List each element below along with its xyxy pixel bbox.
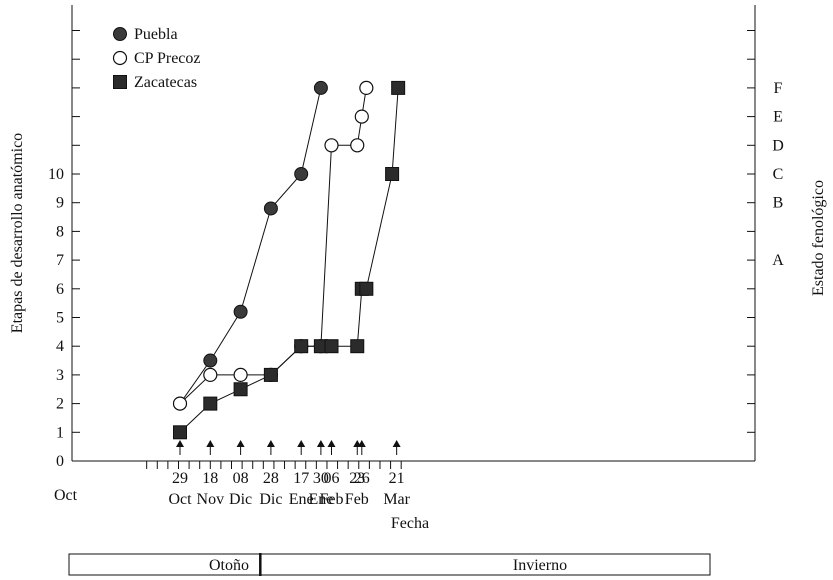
x-label-month: Feb (320, 491, 344, 508)
y-tick-label: 5 (56, 310, 64, 327)
season-bar: Otoño Invierno (68, 553, 711, 576)
right-tick-label: D (772, 137, 784, 154)
right-tick-label: C (773, 166, 784, 183)
data-point (113, 75, 127, 89)
legend-item: CP Precoz (112, 50, 201, 67)
legend-label: Zacatecas (134, 74, 197, 91)
x-label-month: Mar (383, 491, 410, 508)
sampling-arrow-head (206, 440, 215, 447)
data-point (324, 339, 339, 354)
plot-frame (71, 5, 756, 462)
x-label-month: Feb (345, 491, 369, 508)
y-ticks: 0 1 2 3 4 5 6 7 8 9 10 (48, 30, 755, 470)
legend-item: Zacatecas (113, 74, 197, 91)
x-label-month: Dic (229, 491, 252, 508)
series-puebla (173, 80, 328, 411)
season-bar-frame (68, 553, 711, 576)
legend: Puebla CP Precoz Zacatecas (112, 26, 201, 91)
sampling-arrow-head (316, 440, 325, 447)
x-label-month: Nov (197, 491, 225, 508)
data-point (294, 339, 309, 354)
sampling-arrow-head (266, 440, 275, 447)
data-point (233, 304, 248, 319)
y-tick-label: 1 (56, 424, 64, 441)
season-label-invierno: Invierno (513, 557, 567, 574)
sampling-arrow-head (327, 440, 336, 447)
sampling-arrow-head (176, 440, 184, 447)
legend-label: CP Precoz (134, 50, 201, 67)
data-point (263, 201, 278, 216)
data-point (385, 167, 400, 181)
right-tick-label: E (773, 109, 783, 126)
sampling-arrow-head (297, 440, 306, 447)
legend-label: Puebla (134, 26, 178, 43)
x-label-day: 28 (263, 470, 279, 487)
y-tick-label: 10 (48, 166, 64, 183)
data-point (359, 80, 374, 96)
y-tick-label: 9 (56, 195, 64, 212)
x-label-month: Oct (168, 491, 192, 508)
data-point (112, 50, 128, 66)
x-label-day: 21 (389, 470, 405, 487)
data-point (350, 138, 365, 153)
y-tick-label: 6 (56, 281, 64, 298)
x-start-label: Oct (54, 487, 78, 504)
y-tick-label: 4 (56, 338, 64, 355)
x-label-day: 08 (233, 470, 249, 487)
data-point (263, 367, 278, 382)
data-point (203, 396, 218, 411)
x-label-month: Dic (259, 491, 282, 508)
x-label-month: Ene (308, 491, 333, 508)
data-point (172, 396, 188, 411)
season-label-otono: Otoño (209, 557, 249, 574)
x-label-day: 30 (313, 470, 329, 487)
data-point (203, 353, 218, 368)
y-tick-label: 8 (56, 223, 64, 240)
data-point (324, 138, 339, 153)
x-label-day: 06 (324, 470, 340, 487)
sampling-arrow-head (357, 440, 366, 447)
series-layer (172, 80, 406, 440)
y-axis-right-label: Estado fenológico (810, 180, 827, 296)
series-line (179, 87, 322, 404)
data-point (203, 367, 218, 382)
data-point (313, 80, 328, 95)
data-point (359, 281, 374, 296)
y-tick-label: 7 (56, 252, 64, 269)
data-point (391, 80, 406, 95)
data-point (233, 382, 248, 397)
sampling-arrows (176, 440, 401, 455)
y-tick-label: 0 (56, 453, 64, 470)
x-label-day: 18 (202, 470, 218, 487)
right-tick-label: F (774, 80, 783, 97)
data-point (233, 367, 248, 382)
data-point (113, 27, 127, 41)
x-label-day: 17 (293, 470, 309, 487)
y-axis-label: Etapas de desarrollo anatómico (9, 133, 26, 333)
series-zacatecas (173, 80, 406, 440)
data-point (354, 109, 369, 124)
x-label-month: Ene (289, 491, 314, 508)
right-tick-label: B (773, 195, 784, 212)
sampling-arrow-head (236, 440, 245, 447)
data-point (294, 167, 309, 181)
y-tick-label: 2 (56, 396, 64, 413)
x-axis-label: Fecha (391, 515, 429, 532)
x-label-day: 26 (354, 470, 370, 487)
x-label-day: 23 (349, 470, 365, 487)
sampling-arrow-head (392, 440, 401, 447)
y-tick-label: 3 (56, 367, 64, 384)
data-point (350, 339, 365, 354)
right-tick-label: A (772, 252, 784, 269)
data-point (173, 425, 187, 440)
x-label-day: 29 (172, 470, 188, 487)
legend-item: Puebla (113, 26, 178, 43)
